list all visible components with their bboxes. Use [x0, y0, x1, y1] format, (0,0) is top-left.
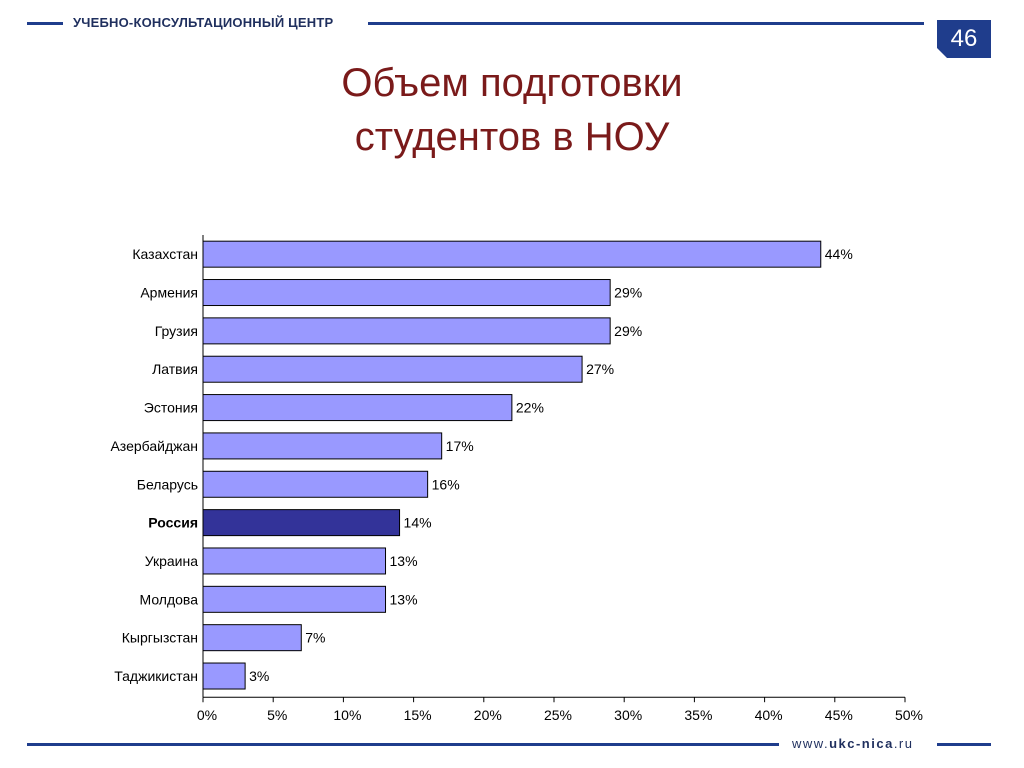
category-label: Украина [145, 553, 199, 569]
x-tick-label: 45% [825, 707, 853, 723]
x-tick-label: 0% [197, 707, 217, 723]
category-label: Армения [140, 285, 198, 301]
header-line-left [27, 22, 63, 25]
x-tick-label: 40% [755, 707, 783, 723]
bar-8 [202, 509, 401, 537]
data-label: 3% [249, 668, 269, 684]
category-label: Азербайджан [110, 438, 198, 454]
data-label: 44% [825, 246, 853, 262]
bar-5 [202, 394, 513, 422]
bar-10 [202, 585, 387, 613]
x-tick-label: 30% [614, 707, 642, 723]
data-label: 27% [586, 361, 614, 377]
url-domain: ukc-nica [829, 736, 894, 751]
category-label: Эстония [144, 400, 198, 416]
bar-11 [202, 624, 302, 652]
data-label: 13% [390, 591, 418, 607]
data-label: 29% [614, 285, 642, 301]
x-tick-label: 35% [684, 707, 712, 723]
x-tick-label: 20% [474, 707, 502, 723]
data-label: 16% [432, 476, 460, 492]
title-line-2: студентов в НОУ [354, 115, 670, 159]
x-axis: 0% 5% 10% 15% 20% 25% 30% 35% 40% 45% 50% [197, 235, 923, 723]
title-line-1: Объем подготовки [341, 61, 683, 105]
x-tick-label: 10% [333, 707, 361, 723]
corner-fold-icon [937, 48, 947, 58]
bar-6 [202, 432, 443, 460]
category-label: Беларусь [137, 476, 198, 492]
category-label: Молдова [140, 591, 199, 607]
bar-4 [202, 355, 583, 383]
data-label: 29% [614, 323, 642, 339]
page-title: Объем подготовки студентов в НОУ [212, 56, 812, 164]
category-label: Казахстан [132, 246, 198, 262]
bar-7 [202, 470, 429, 498]
url-suffix: .ru [893, 736, 914, 751]
bars-layer: Казахстан 44% Армения 29% Грузия 29% Латвия 27%… [110, 240, 853, 690]
footer-line-right [937, 743, 991, 746]
bar-9 [202, 547, 387, 575]
bar-2 [202, 279, 611, 307]
x-tick-label: 15% [404, 707, 432, 723]
bar-12 [202, 662, 246, 690]
bar-3 [202, 317, 611, 345]
header-line-right [368, 22, 924, 25]
x-tick-label: 5% [267, 707, 287, 723]
data-label: 14% [404, 515, 432, 531]
category-label: Грузия [155, 323, 198, 339]
site-url[interactable]: www.ukc-nica.ru [792, 736, 913, 751]
category-label: Россия [148, 515, 198, 531]
data-label: 17% [446, 438, 474, 454]
url-prefix: www. [792, 736, 830, 751]
data-label: 22% [516, 400, 544, 416]
category-label: Таджикистан [114, 668, 198, 684]
bar-1 [202, 240, 822, 268]
page-number-badge: 46 [937, 20, 991, 58]
x-tick-label: 50% [895, 707, 923, 723]
footer-line-left [27, 743, 779, 746]
data-label: 7% [305, 630, 325, 646]
org-name: УЧЕБНО-КОНСУЛЬТАЦИОННЫЙ ЦЕНТР [73, 15, 334, 30]
category-label: Латвия [152, 361, 198, 377]
x-tick-label: 25% [544, 707, 572, 723]
data-label: 13% [390, 553, 418, 569]
category-label: Кыргызстан [122, 630, 198, 646]
